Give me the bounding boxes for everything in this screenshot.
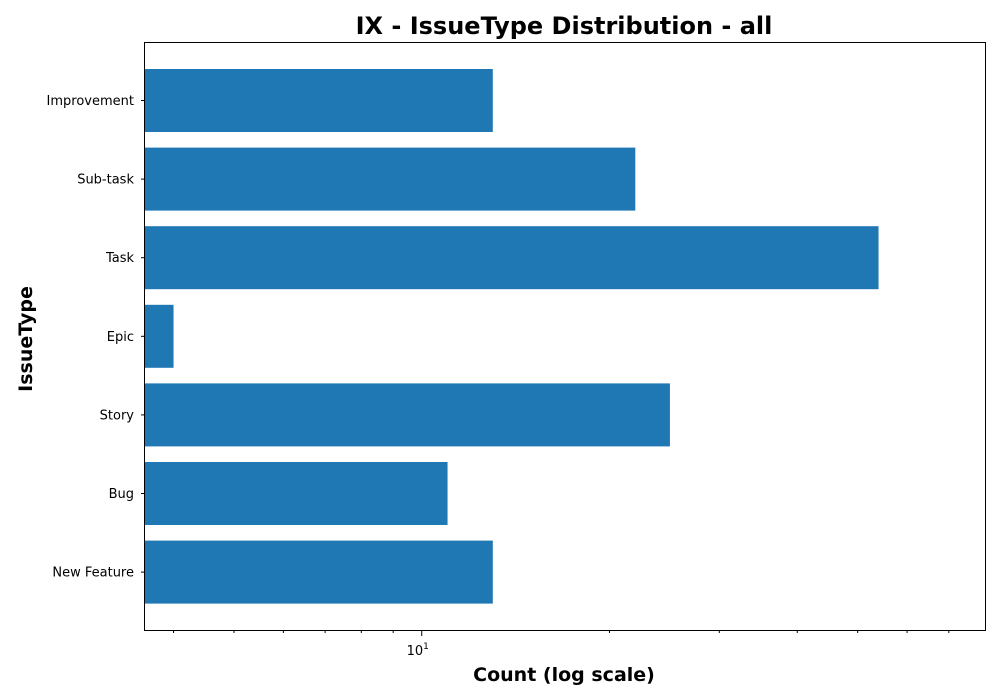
bar-new-feature: [145, 540, 493, 604]
plot-frame: [144, 42, 986, 631]
bar-sub-task: [145, 147, 636, 211]
y-tick-label-new-feature: New Feature: [52, 566, 134, 581]
chart-title: IX - IssueType Distribution - all: [356, 12, 773, 40]
x-axis-ticks: 101: [173, 630, 950, 659]
bar-epic: [145, 304, 174, 368]
y-tick-label-bug: Bug: [109, 487, 134, 502]
x-axis-label: Count (log scale): [473, 664, 655, 686]
y-tick-label-task: Task: [105, 251, 135, 266]
bars-layer: [145, 69, 879, 604]
y-tick-label-story: Story: [100, 408, 135, 423]
x-tick-label-10: 101: [407, 642, 429, 659]
y-tick-label-sub-task: Sub-task: [77, 173, 134, 188]
bar-story: [145, 383, 670, 447]
bar-bug: [145, 462, 448, 525]
y-axis-ticks: Improvement Sub-task Task Epic Story Bug New F…: [47, 94, 145, 581]
y-axis-label: IssueType: [15, 286, 37, 392]
x-tick-label-base: 10: [407, 644, 424, 659]
x-tick-label-exponent: 1: [423, 642, 429, 652]
y-tick-label-epic: Epic: [107, 330, 134, 345]
y-tick-label-improvement: Improvement: [47, 94, 134, 109]
bar-improvement: [145, 69, 493, 132]
bar-task: [145, 226, 879, 290]
